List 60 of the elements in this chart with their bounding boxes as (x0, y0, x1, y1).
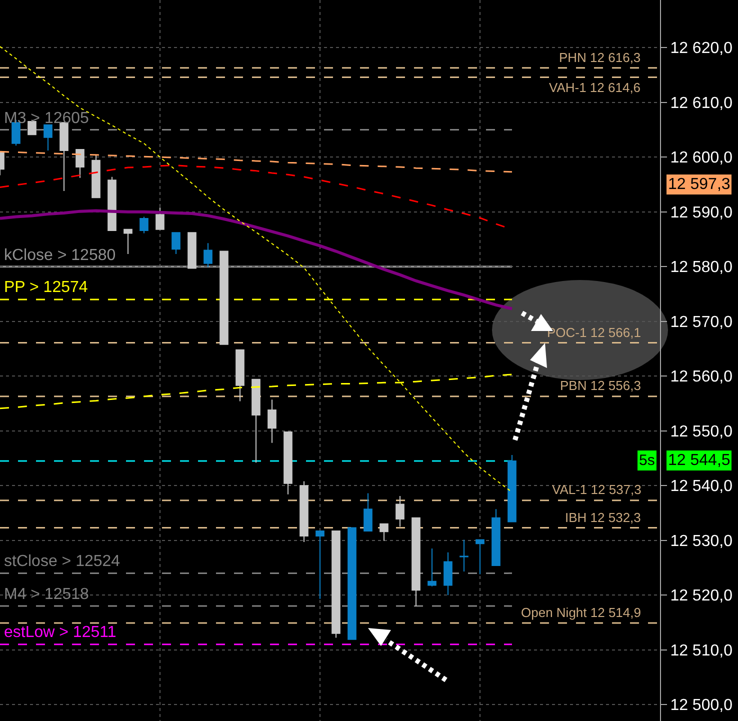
text: 5s (639, 452, 655, 469)
ref-line-label: PBN 12 556,3 (560, 378, 641, 393)
candlestick (172, 232, 180, 255)
candlestick (268, 399, 276, 444)
candlestick (76, 148, 84, 178)
y-tick-label: 12 510,0 (670, 642, 733, 660)
candlestick (124, 228, 132, 255)
y-tick-label: 12 620,0 (670, 40, 733, 58)
line-series (0, 209, 514, 310)
candlestick (236, 349, 244, 402)
candlestick (60, 122, 68, 192)
y-tick-label: 12 590,0 (670, 204, 733, 222)
candlestick (508, 454, 516, 522)
candlestick (348, 527, 356, 640)
candlestick (460, 539, 468, 572)
candlestick (204, 242, 212, 268)
ref-line-label: Open Night 12 514,9 (521, 605, 641, 620)
candlestick (108, 176, 116, 231)
text: 12 544,5 (668, 452, 730, 469)
y-tick-label: 12 580,0 (670, 259, 733, 276)
ref-line-label: IBH 12 532,3 (565, 510, 641, 525)
ref-line-label: PP > 12574 (4, 279, 88, 296)
candlestick (444, 552, 452, 596)
y-tick-label: 12 560,0 (670, 368, 733, 386)
candlestick (284, 431, 292, 495)
line-series (0, 46, 512, 493)
candlestick (252, 378, 260, 464)
candlestick (156, 206, 164, 230)
ref-line-label: estLow > 12511 (4, 624, 116, 641)
candlestick (476, 539, 484, 575)
y-tick-label: 12 500,0 (670, 697, 733, 714)
text: 12 597,3 (668, 176, 730, 193)
y-tick-label: 12 530,0 (670, 532, 733, 550)
line-series (0, 150, 513, 173)
candlestick (332, 530, 340, 638)
candlestick (220, 250, 228, 345)
candlestick (428, 548, 436, 587)
y-tick-label: 12 600,0 (670, 150, 733, 167)
candlestick (364, 492, 372, 532)
candlestick (316, 530, 324, 600)
y-tick-label: 12 610,0 (670, 94, 733, 112)
ref-line-label: VAH-1 12 614,6 (549, 80, 641, 95)
candlestick (300, 480, 308, 542)
ref-line-label: stClose > 12524 (4, 553, 120, 570)
ref-line-label: M4 > 12518 (4, 586, 90, 603)
ref-line-label: VAL-1 12 537,3 (552, 482, 642, 497)
candlestick (412, 517, 420, 607)
y-tick-label: 12 550,0 (670, 423, 733, 440)
y-tick-label: 12 520,0 (670, 588, 733, 605)
candlestick (44, 124, 52, 152)
y-tick-label: 12 570,0 (670, 314, 733, 331)
y-tick-label: 12 540,0 (670, 478, 733, 496)
candlestick (380, 523, 388, 542)
candlestick (92, 154, 100, 198)
candlestick (492, 508, 500, 566)
ref-line-label: PHN 12 616,3 (559, 50, 641, 65)
candlestick (188, 232, 196, 269)
candlestick (396, 496, 404, 528)
ref-line-label: kClose > 12580 (4, 247, 116, 264)
candlestick (140, 216, 148, 234)
